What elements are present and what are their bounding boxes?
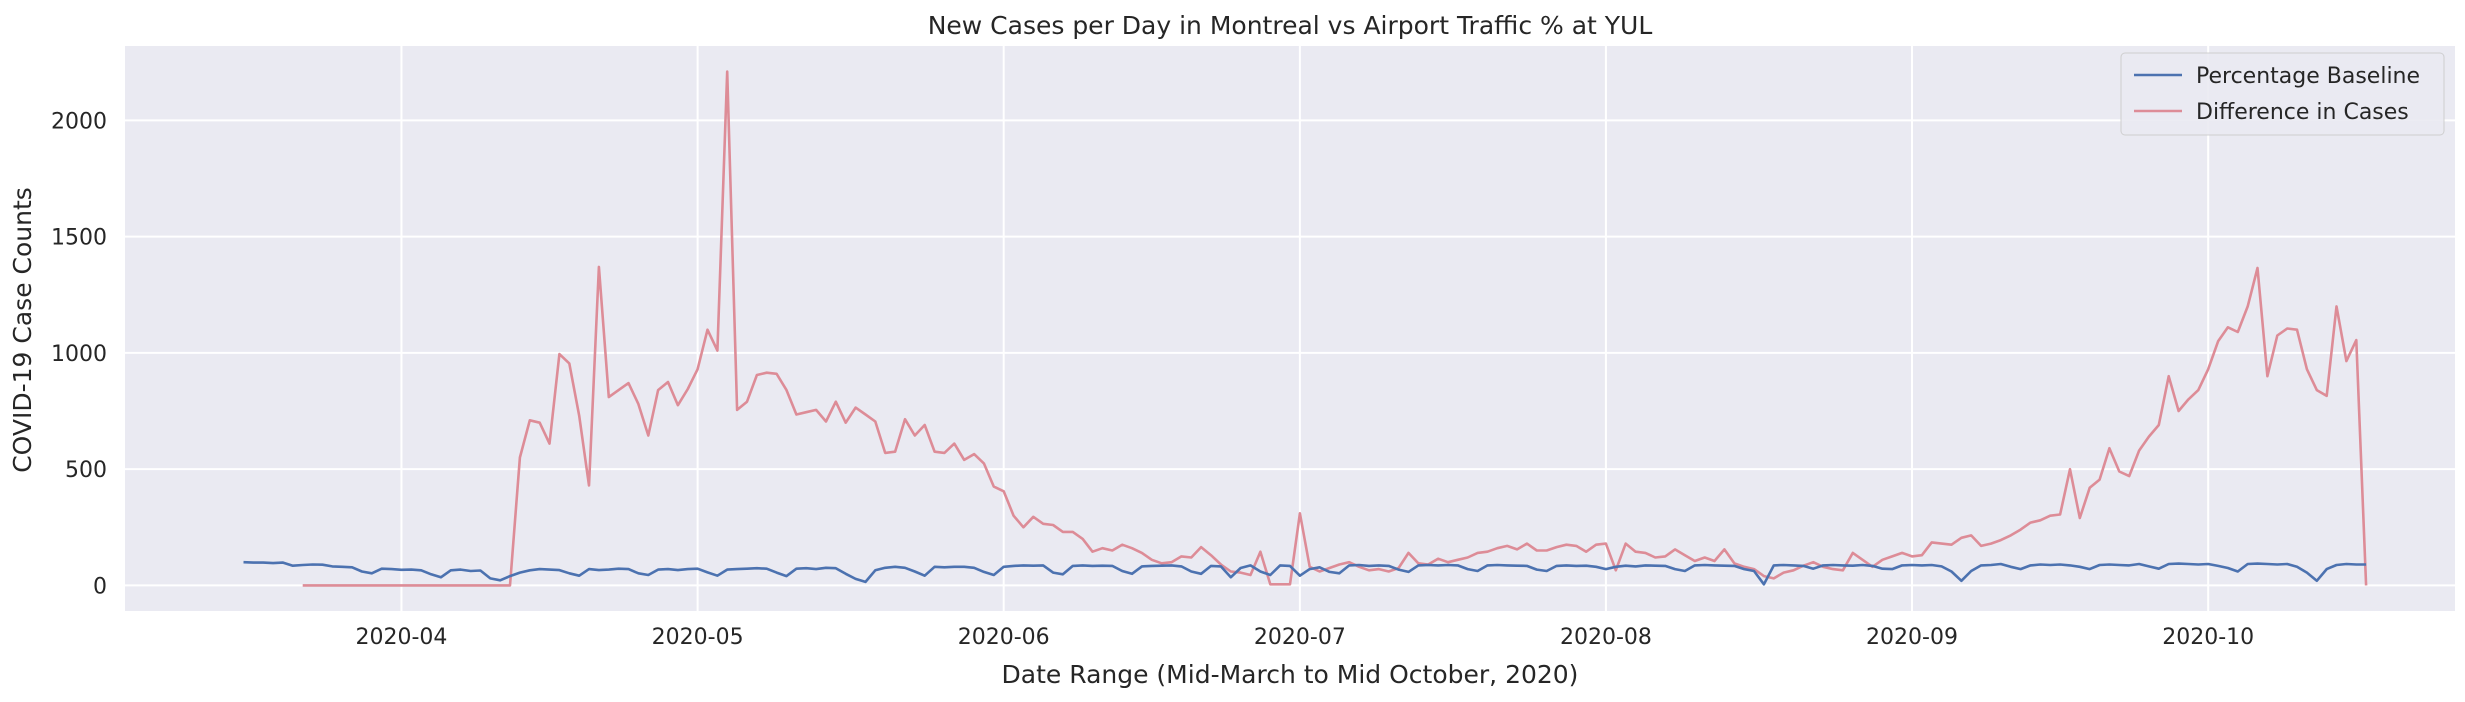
- y-tick-label: 1500: [51, 226, 107, 251]
- y-tick-label: 1000: [51, 342, 107, 367]
- legend: Percentage Baseline Difference in Cases: [2120, 52, 2445, 136]
- y-axis: 0 500 1000 1500 2000: [51, 109, 107, 599]
- y-tick-label: 500: [65, 458, 107, 483]
- grid-lines: [125, 46, 2455, 611]
- chart-title: New Cases per Day in Montreal vs Airport…: [928, 11, 1653, 40]
- x-tick-label: 2020-04: [355, 625, 447, 650]
- series-line-0: [243, 560, 2367, 586]
- series-line-1: [302, 70, 2368, 587]
- x-tick-label: 2020-07: [1254, 625, 1346, 650]
- x-tick-label: 2020-08: [1560, 625, 1652, 650]
- x-tick-label: 2020-09: [1866, 625, 1958, 650]
- x-axis-label: Date Range (Mid-March to Mid October, 20…: [1002, 660, 1579, 689]
- y-tick-label: 0: [93, 574, 107, 599]
- x-tick-label: 2020-05: [652, 625, 744, 650]
- x-axis: 2020-04 2020-05 2020-06 2020-07 2020-08 2020-…: [355, 625, 2254, 650]
- x-tick-label: 2020-10: [2162, 625, 2254, 650]
- plot-area: [125, 46, 2455, 611]
- legend-label: Difference in Cases: [2196, 100, 2409, 125]
- y-axis-label: COVID-19 Case Counts: [8, 187, 37, 473]
- legend-label: Percentage Baseline: [2196, 64, 2420, 89]
- series-lines: [243, 70, 2368, 587]
- legend-box: [2120, 52, 2445, 136]
- x-tick-label: 2020-06: [958, 625, 1050, 650]
- y-tick-label: 2000: [51, 109, 107, 134]
